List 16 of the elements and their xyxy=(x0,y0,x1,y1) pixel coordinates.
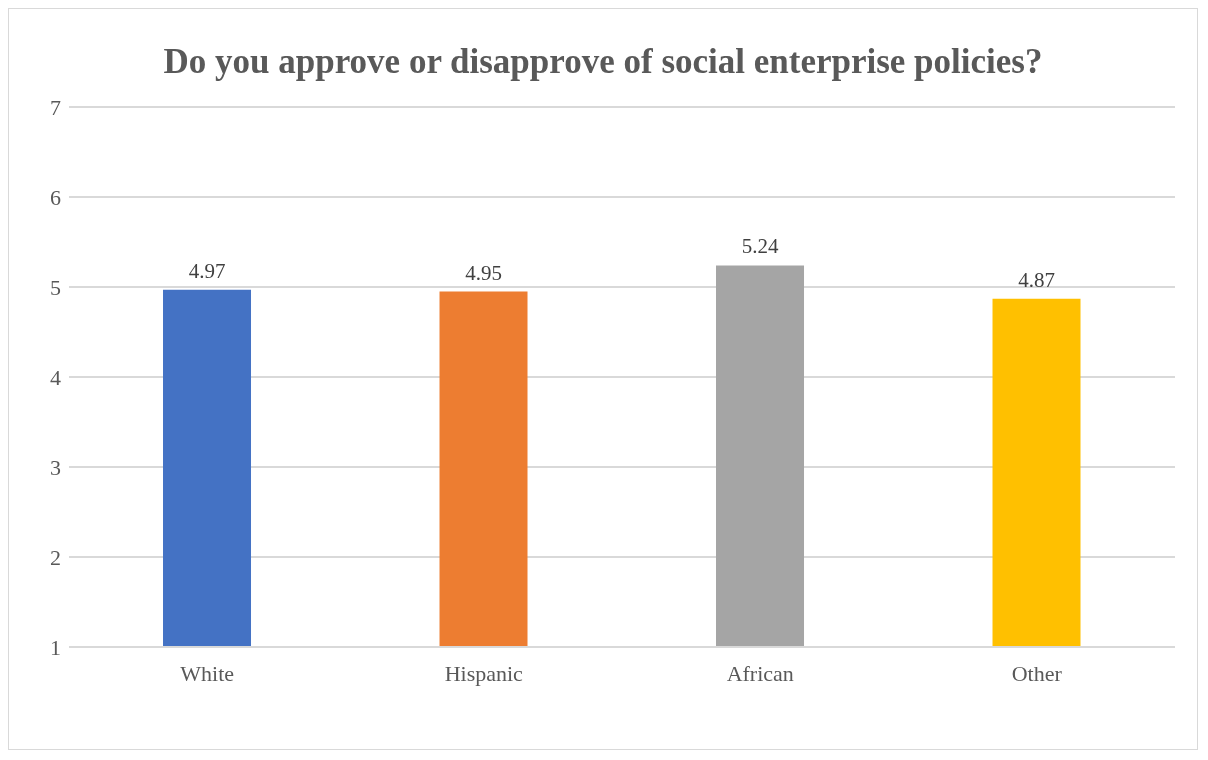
y-tick-label: 6 xyxy=(50,184,61,210)
data-label: 4.87 xyxy=(1018,267,1055,292)
x-tick-label: White xyxy=(180,660,235,686)
y-tick-label: 7 xyxy=(50,94,61,120)
data-label: 4.97 xyxy=(188,258,226,283)
chart-title: Do you approve or disapprove of social enterprise policies? xyxy=(162,41,1044,83)
x-tick-label: Other xyxy=(1011,660,1063,686)
y-tick-label: 5 xyxy=(50,274,61,300)
y-tick-label: 1 xyxy=(50,634,61,660)
data-label: 5.24 xyxy=(741,234,779,259)
y-tick-label: 4 xyxy=(50,364,61,390)
x-tick-label: African xyxy=(726,660,794,686)
x-tick-label: Hispanic xyxy=(444,660,524,686)
y-tick-label: 2 xyxy=(50,544,61,570)
data-label: 4.95 xyxy=(465,260,502,285)
y-tick-label: 3 xyxy=(50,454,61,480)
